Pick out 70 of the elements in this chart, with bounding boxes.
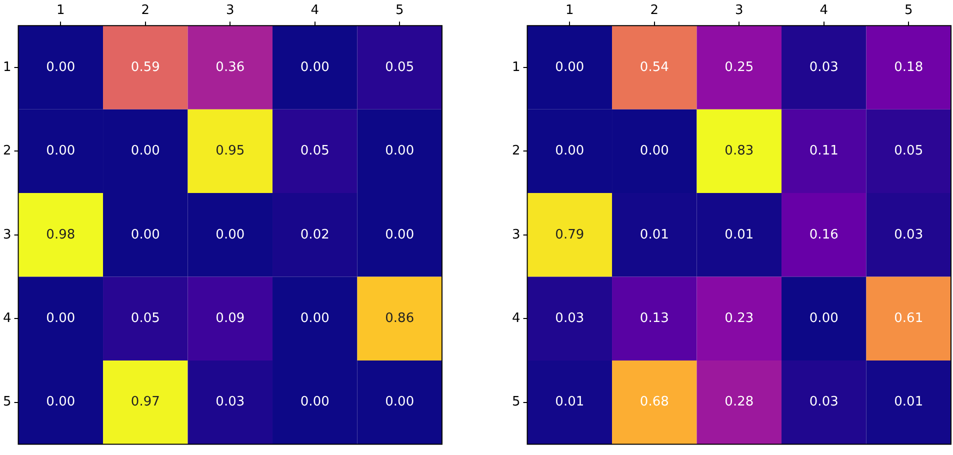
data-label: 0.03 xyxy=(809,60,838,75)
data-label: 0.00 xyxy=(300,394,330,410)
data-label: 0.61 xyxy=(894,310,924,326)
data-label: 0.68 xyxy=(640,394,669,410)
data-label: 0.00 xyxy=(130,144,160,159)
data-label: 0.25 xyxy=(724,60,754,75)
x-tick-label: 2 xyxy=(650,3,659,18)
data-label: 0.01 xyxy=(894,394,924,410)
data-label: 0.05 xyxy=(130,310,160,326)
data-label: 0.00 xyxy=(130,227,160,242)
data-label: 0.98 xyxy=(46,227,76,242)
data-label: 0.05 xyxy=(894,144,924,159)
data-label: 0.01 xyxy=(555,394,584,410)
data-label: 0.00 xyxy=(46,144,76,159)
data-label: 0.00 xyxy=(46,310,76,326)
y-tick-label: 4 xyxy=(512,310,520,326)
x-tick-label: 5 xyxy=(395,3,404,18)
data-label: 0.13 xyxy=(640,310,669,326)
y-tick-label: 5 xyxy=(512,394,520,410)
data-label: 0.36 xyxy=(216,60,245,75)
data-label: 0.95 xyxy=(216,144,245,159)
x-tick-label: 4 xyxy=(820,3,828,18)
data-label: 0.00 xyxy=(555,60,584,75)
data-label: 0.00 xyxy=(385,394,414,410)
data-label: 0.00 xyxy=(46,394,76,410)
y-tick-label: 2 xyxy=(2,144,12,159)
data-label: 0.00 xyxy=(385,227,414,242)
data-label: 0.23 xyxy=(724,310,754,326)
data-label: 0.02 xyxy=(300,227,330,242)
y-tick-label: 5 xyxy=(2,394,12,410)
data-label: 0.00 xyxy=(300,310,330,326)
data-label: 0.28 xyxy=(724,394,754,410)
data-label: 0.00 xyxy=(640,144,669,159)
y-tick-label: 4 xyxy=(2,310,12,326)
data-label: 0.01 xyxy=(640,227,669,242)
x-tick-label: 1 xyxy=(56,3,65,18)
data-label: 0.86 xyxy=(385,310,414,326)
data-label: 0.16 xyxy=(809,227,838,242)
x-tick-label: 4 xyxy=(310,3,320,18)
data-label: 0.03 xyxy=(216,394,245,410)
data-label: 0.03 xyxy=(894,227,924,242)
data-label: 0.09 xyxy=(216,310,245,326)
data-label: 0.00 xyxy=(809,310,838,326)
data-label: 0.05 xyxy=(300,144,330,159)
y-tick-label: 3 xyxy=(2,227,12,242)
data-label: 0.01 xyxy=(724,227,754,242)
data-label: 0.03 xyxy=(555,310,584,326)
data-label: 0.59 xyxy=(130,60,160,75)
y-tick-label: 1 xyxy=(512,60,520,75)
x-tick-label: 3 xyxy=(226,3,234,18)
y-tick-label: 1 xyxy=(2,60,12,75)
data-label: 0.18 xyxy=(894,60,924,75)
data-label: 0.79 xyxy=(555,227,584,242)
x-tick-label: 2 xyxy=(141,3,150,18)
data-label: 0.83 xyxy=(724,144,754,159)
data-label: 0.00 xyxy=(216,227,245,242)
data-label: 0.00 xyxy=(46,60,76,75)
data-label: 0.54 xyxy=(640,60,669,75)
data-label: 0.00 xyxy=(385,144,414,159)
data-label: 0.00 xyxy=(300,60,330,75)
data-label: 0.03 xyxy=(809,394,838,410)
x-tick-label: 1 xyxy=(566,3,574,18)
x-tick-label: 3 xyxy=(734,3,744,18)
data-label: 0.05 xyxy=(385,60,414,75)
data-label: 0.00 xyxy=(555,144,584,159)
y-tick-label: 3 xyxy=(512,227,520,242)
data-label: 0.97 xyxy=(130,394,160,410)
y-tick-label: 2 xyxy=(512,144,520,159)
data-label: 0.11 xyxy=(809,144,838,159)
x-tick-label: 5 xyxy=(904,3,913,18)
